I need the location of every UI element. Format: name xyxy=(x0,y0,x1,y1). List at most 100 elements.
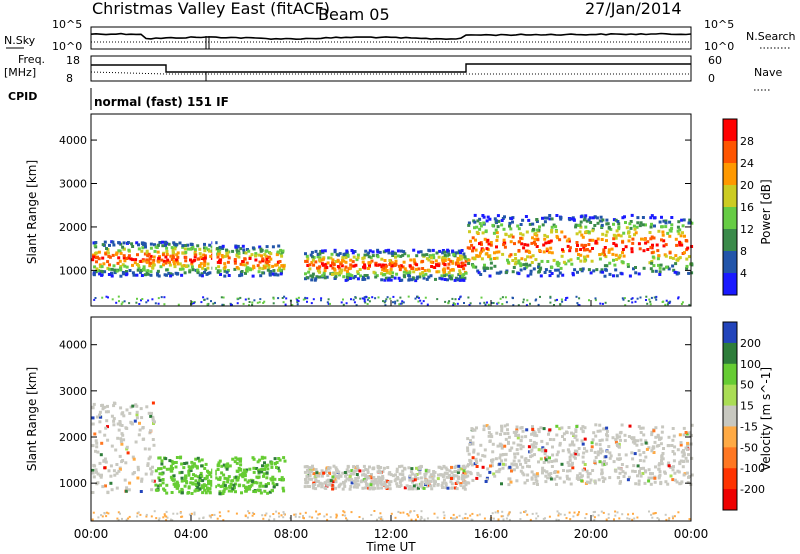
echo-cell xyxy=(107,273,111,276)
echo-cell xyxy=(463,471,467,475)
echo-cell xyxy=(686,459,689,463)
echo-cell xyxy=(122,414,126,418)
echo-cell xyxy=(390,261,394,265)
echo-cell xyxy=(592,431,596,435)
echo-cell xyxy=(436,483,440,487)
echo-cell xyxy=(403,252,407,256)
echo-cell xyxy=(112,419,116,423)
echo-cell xyxy=(603,462,607,466)
echo-cell xyxy=(658,462,662,466)
colorbar-tick-label: 100 xyxy=(740,358,761,371)
ground-scatter-cell xyxy=(512,304,515,307)
echo-cell xyxy=(256,460,260,464)
echo-cell xyxy=(331,258,335,262)
echo-cell xyxy=(532,445,536,449)
echo-cell xyxy=(331,266,335,270)
ground-scatter-cell xyxy=(358,516,361,518)
echo-cell xyxy=(149,467,153,471)
echo-cell xyxy=(200,464,204,468)
echo-cell xyxy=(315,474,319,478)
echo-cell xyxy=(350,477,354,481)
echo-cell xyxy=(517,459,521,463)
echo-cell xyxy=(219,485,223,488)
echo-cell xyxy=(679,459,683,463)
echo-cell xyxy=(258,245,262,249)
echo-cell xyxy=(363,479,367,483)
ground-scatter-cell xyxy=(507,513,510,516)
ground-scatter-cell xyxy=(386,296,389,299)
echo-cell xyxy=(174,465,178,469)
echo-cell xyxy=(537,228,541,232)
echo-cell xyxy=(127,248,131,252)
echo-cell xyxy=(344,479,348,483)
echo-cell xyxy=(672,459,676,463)
ground-scatter-cell xyxy=(426,517,429,520)
ground-scatter-cell xyxy=(564,299,567,301)
echo-cell xyxy=(100,273,104,277)
echo-cell xyxy=(327,480,331,484)
ground-scatter-cell xyxy=(368,297,371,299)
echo-cell xyxy=(496,235,499,239)
y-tick-label: 3000 xyxy=(59,385,87,398)
echo-cell xyxy=(650,449,654,453)
ground-scatter-cell xyxy=(394,516,397,519)
echo-cell xyxy=(187,465,191,469)
time-axis-ticks: 00:00 04:00 08:00 12:00 16:00 20:00 00:00 xyxy=(74,300,708,541)
echo-cell xyxy=(550,266,554,269)
echo-cell xyxy=(152,259,156,262)
echo-cell xyxy=(98,263,102,267)
echo-cell xyxy=(675,271,679,275)
ground-scatter-cell xyxy=(452,513,455,516)
echo-cell xyxy=(495,219,498,223)
echo-cell xyxy=(617,453,621,457)
echo-cell xyxy=(311,255,314,259)
echo-cell xyxy=(373,486,377,490)
echo-cell xyxy=(99,265,102,269)
echo-cell xyxy=(112,423,116,427)
echo-cell xyxy=(233,460,237,464)
echo-cell xyxy=(616,444,620,448)
echo-cell xyxy=(555,262,559,266)
echo-cell xyxy=(593,450,597,454)
echo-cell xyxy=(516,224,520,228)
echo-cell xyxy=(137,264,141,268)
ground-scatter-cell xyxy=(572,515,575,518)
echo-cell xyxy=(115,269,119,273)
ground-scatter-cell xyxy=(153,510,156,513)
echo-cell xyxy=(667,267,671,271)
echo-cell xyxy=(486,467,490,471)
ground-scatter-cell xyxy=(469,514,472,517)
echo-cell xyxy=(365,482,369,486)
echo-cell xyxy=(128,411,132,415)
echo-cell xyxy=(320,258,324,262)
echo-cell xyxy=(278,268,282,272)
echo-cell xyxy=(281,486,285,490)
echo-cell xyxy=(509,227,513,231)
echo-cell xyxy=(473,213,477,217)
echo-cell xyxy=(478,227,482,231)
echo-cell xyxy=(224,486,228,490)
echo-cell xyxy=(103,466,107,470)
echo-cell xyxy=(659,480,663,484)
echo-cell xyxy=(589,448,593,452)
echo-cell xyxy=(548,274,552,278)
echo-cell xyxy=(250,267,254,271)
ground-scatter-cell xyxy=(212,302,215,305)
echo-cell xyxy=(421,259,425,263)
echo-cell xyxy=(383,278,387,282)
echo-cell xyxy=(682,433,686,437)
ground-scatter-cell xyxy=(303,517,305,520)
ground-scatter-cell xyxy=(607,516,610,519)
ground-scatter-cell xyxy=(593,516,596,519)
echo-cell xyxy=(516,452,520,456)
echo-cell xyxy=(192,462,196,466)
echo-cell xyxy=(661,233,665,237)
echo-cell xyxy=(658,470,662,474)
echo-cell xyxy=(137,433,141,437)
echo-cell xyxy=(106,260,110,264)
echo-cell xyxy=(594,442,598,446)
echo-cell xyxy=(135,413,139,417)
echo-cell xyxy=(535,479,539,483)
power-ylabel: Slant Range [km] xyxy=(25,160,39,264)
